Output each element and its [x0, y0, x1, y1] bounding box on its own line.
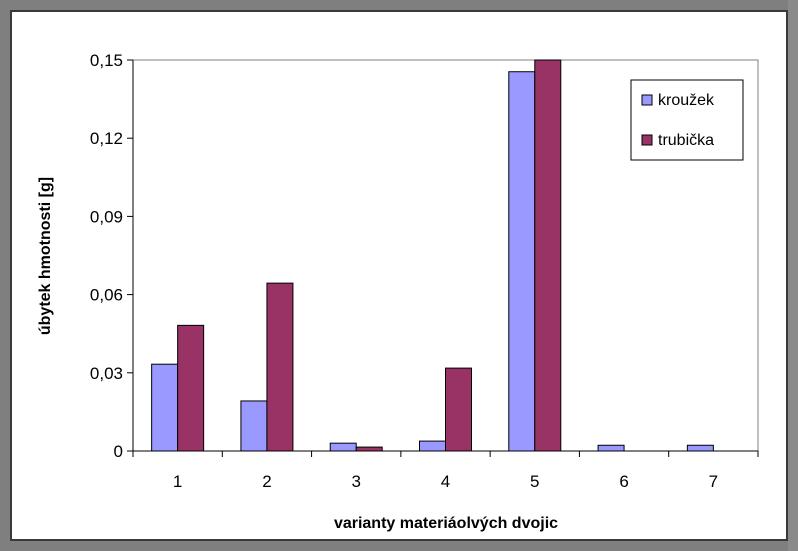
bar-krouzek-2 — [240, 400, 268, 452]
x-tick-label: 3 — [351, 472, 360, 491]
bar-trubicka-4 — [445, 367, 472, 452]
bar-krouzek-4 — [419, 440, 446, 452]
x-axis-title: varianty materiáolvých dvojic — [334, 515, 558, 532]
bar-trubicka-2 — [266, 282, 294, 452]
legend-label-trubicka: trubička — [658, 132, 714, 149]
frame-shadow — [788, 0, 798, 551]
bar-trubicka-3 — [355, 446, 383, 452]
y-tick-label: 0 — [114, 442, 123, 461]
axes — [132, 60, 758, 452]
y-tick-label: 0,09 — [90, 207, 123, 226]
bar-trubicka-5 — [534, 59, 562, 452]
x-tick-label: 4 — [441, 472, 450, 491]
y-tick-label: 0,03 — [90, 364, 123, 383]
bar-krouzek-7 — [686, 444, 714, 452]
x-ticks: 1 2 3 4 5 6 7 — [132, 451, 759, 491]
bar-krouzek-5 — [508, 71, 536, 452]
legend-box — [630, 79, 744, 161]
x-tick-label: 1 — [173, 472, 182, 491]
x-tick-label: 6 — [619, 472, 628, 491]
legend-swatch-trubicka — [641, 134, 653, 146]
x-tick-label: 5 — [530, 472, 539, 491]
legend: kroužek trubička — [630, 79, 744, 161]
x-tick-label: 7 — [709, 472, 718, 491]
y-tick-label: 0,15 — [90, 51, 123, 70]
legend-swatch-krouzek — [641, 94, 653, 106]
y-axis-title: úbytek hmotnosti [g] — [37, 177, 54, 335]
legend-label-krouzek: kroužek — [658, 92, 715, 109]
bar-trubicka-1 — [177, 324, 205, 452]
bar-krouzek-3 — [329, 442, 357, 452]
bar-krouzek-1 — [151, 363, 179, 452]
y-tick-label: 0,06 — [90, 286, 123, 305]
x-tick-label: 2 — [262, 472, 271, 491]
bar-krouzek-6 — [597, 444, 625, 452]
bars — [151, 59, 714, 452]
y-ticks: 0 0,03 0,06 0,09 0,12 0,15 — [90, 51, 133, 461]
y-tick-label: 0,12 — [90, 129, 123, 148]
